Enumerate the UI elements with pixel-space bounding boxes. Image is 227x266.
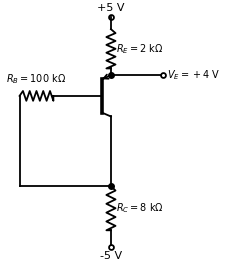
Text: $R_C = 8$ kΩ: $R_C = 8$ kΩ (116, 201, 163, 215)
Text: $R_E = 2$ kΩ: $R_E = 2$ kΩ (116, 42, 163, 56)
Text: $V_E = +4$ V: $V_E = +4$ V (166, 68, 219, 82)
Text: $R_B = 100$ kΩ: $R_B = 100$ kΩ (6, 72, 66, 86)
Text: -5 V: -5 V (99, 251, 121, 261)
Text: +5 V: +5 V (97, 3, 124, 14)
